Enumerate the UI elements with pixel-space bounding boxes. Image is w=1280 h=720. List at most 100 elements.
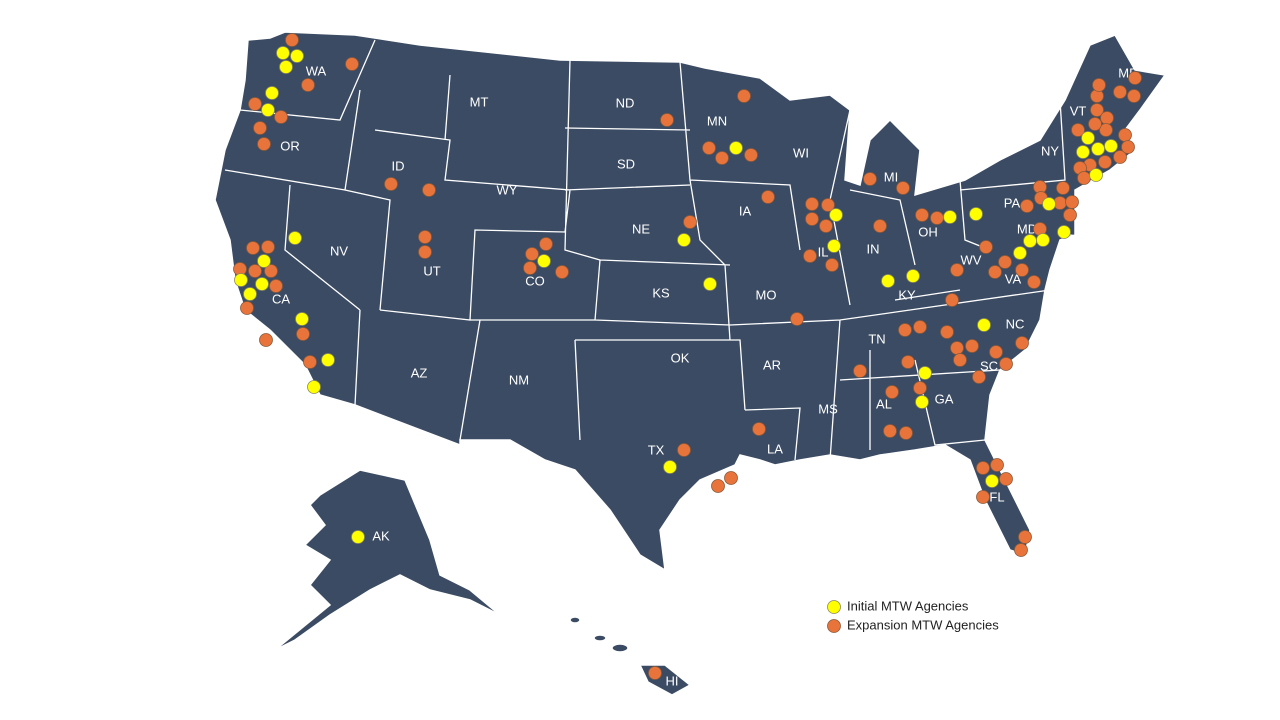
expansion-agency (1127, 89, 1141, 103)
expansion-agency (248, 264, 262, 278)
expansion-agency (988, 265, 1002, 279)
expansion-agency (913, 320, 927, 334)
state-label: SC (980, 358, 998, 373)
expansion-agency (246, 241, 260, 255)
state-label: NE (632, 221, 650, 236)
initial-agency (915, 395, 929, 409)
initial-agency (537, 254, 551, 268)
expansion-agency (1077, 171, 1091, 185)
expansion-agency (702, 141, 716, 155)
expansion-agency (965, 339, 979, 353)
expansion-agency (863, 172, 877, 186)
expansion-agency (999, 357, 1013, 371)
initial-agency (288, 231, 302, 245)
expansion-agency (896, 181, 910, 195)
expansion-agency (999, 472, 1013, 486)
expansion-agency (711, 479, 725, 493)
state-label: WV (961, 252, 982, 267)
expansion-agency (248, 97, 262, 111)
expansion-agency (1098, 155, 1112, 169)
expansion-agency (555, 265, 569, 279)
state-label: RI (1114, 163, 1127, 178)
state-label: AZ (411, 365, 428, 380)
initial-agency (1081, 131, 1095, 145)
initial-agency (255, 277, 269, 291)
expansion-agency (950, 263, 964, 277)
agency-dots (233, 33, 1142, 680)
expansion-agency (1113, 150, 1127, 164)
expansion-agency (1014, 543, 1028, 557)
expansion-agency (1015, 263, 1029, 277)
legend-label: Expansion MTW Agencies (847, 617, 999, 632)
expansion-agency (296, 327, 310, 341)
state-label: WA (306, 63, 327, 78)
initial-agency (276, 46, 290, 60)
state-label: TN (868, 331, 885, 346)
initial-agency (1091, 142, 1105, 156)
initial-agency (279, 60, 293, 74)
initial-agency (918, 366, 932, 380)
expansion-agency (683, 215, 697, 229)
expansion-agency (976, 490, 990, 504)
initial-agency (827, 239, 841, 253)
expansion-agency (1015, 336, 1029, 350)
expansion-agency (1121, 140, 1135, 154)
expansion-agency (821, 198, 835, 212)
state-label: NY (1041, 143, 1059, 158)
state-label: VA (1005, 271, 1022, 286)
expansion-agency (418, 245, 432, 259)
expansion-agency (539, 237, 553, 251)
expansion-agency (648, 666, 662, 680)
initial-agency (703, 277, 717, 291)
initial-agency (977, 318, 991, 332)
expansion-agency (1088, 117, 1102, 131)
state-label: NV (330, 243, 348, 258)
expansion-agency (660, 113, 674, 127)
expansion-agency (1071, 123, 1085, 137)
initial-agency (1076, 145, 1090, 159)
initial-agency (906, 269, 920, 283)
expansion-agency (979, 240, 993, 254)
expansion-agency (825, 258, 839, 272)
expansion-agency (976, 461, 990, 475)
initial-agency (881, 274, 895, 288)
state-label: IA (739, 203, 752, 218)
initial-agency (243, 287, 257, 301)
initial-agency (351, 530, 365, 544)
state-label: MS (818, 401, 838, 416)
expansion-agency (885, 385, 899, 399)
expansion-agency (1113, 85, 1127, 99)
expansion-agency (950, 341, 964, 355)
expansion-agency (1100, 111, 1114, 125)
state-label: OH (918, 224, 938, 239)
initial-agency (295, 312, 309, 326)
expansion-agency (790, 312, 804, 326)
state-label: ND (616, 95, 635, 110)
initial-agency (1013, 246, 1027, 260)
legend: Initial MTW Agencies Expansion MTW Agenc… (827, 598, 999, 633)
state-label: MD (1017, 221, 1037, 236)
state-label: KY (898, 287, 916, 302)
expansion-agency (737, 89, 751, 103)
expansion-agency (853, 364, 867, 378)
expansion-agency (1099, 123, 1113, 137)
initial-agency (729, 141, 743, 155)
alaska (274, 469, 501, 651)
expansion-agency (805, 212, 819, 226)
expansion-agency (761, 190, 775, 204)
initial-agency (1089, 168, 1103, 182)
state-labels: WA OR CA NV ID MT WY UT CO AZ NM ND SD NE KS OK TX MN IA MO… (272, 63, 1138, 688)
state-label: AL (876, 396, 892, 411)
expansion-agency (901, 355, 915, 369)
initial-agency (829, 208, 843, 222)
initial-agency (234, 273, 248, 287)
expansion-agency (303, 355, 317, 369)
expansion-agency (264, 264, 278, 278)
legend-marker (827, 600, 841, 614)
state-label: NM (509, 372, 529, 387)
state-label: KS (652, 285, 670, 300)
expansion-agency (261, 240, 275, 254)
state-label: IL (818, 244, 829, 259)
expansion-agency (285, 33, 299, 47)
expansion-agency (989, 345, 1003, 359)
